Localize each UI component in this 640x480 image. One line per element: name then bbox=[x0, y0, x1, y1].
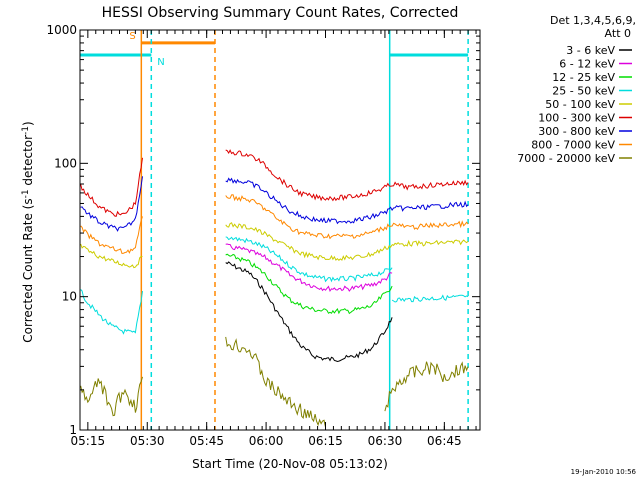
series-line bbox=[225, 261, 393, 363]
y-tick-label: 1 bbox=[69, 423, 77, 437]
axis-ticks: 05:15 05:30 05:45 06:00 06:15 06:30 06:45 1 10 10… bbox=[46, 23, 480, 448]
y-axis-label: Corrected Count Rate (s-1 detector-1) bbox=[21, 121, 35, 342]
series-line bbox=[384, 361, 469, 412]
series-line bbox=[225, 253, 393, 315]
series-line bbox=[80, 289, 143, 335]
legend-entry-label: 25 - 50 keV bbox=[552, 85, 615, 98]
x-tick-label: 05:45 bbox=[189, 434, 224, 448]
legend-entry-label: 100 - 300 keV bbox=[538, 112, 615, 125]
x-tick-label: 06:15 bbox=[308, 434, 343, 448]
x-tick-label: 05:30 bbox=[130, 434, 165, 448]
series-line bbox=[80, 157, 143, 218]
legend-entry-label: 12 - 25 keV bbox=[552, 71, 615, 84]
legend-entry-label: 3 - 6 keV bbox=[566, 44, 615, 57]
series-line bbox=[225, 336, 326, 428]
x-tick-label: 05:15 bbox=[71, 434, 106, 448]
legend-header-line-2: Att 0 bbox=[605, 27, 631, 40]
night-flag-label: N bbox=[157, 57, 164, 68]
timestamp: 19-Jan-2010 10:56 bbox=[571, 468, 637, 476]
series-line bbox=[225, 177, 469, 225]
x-tick-label: 06:45 bbox=[427, 434, 462, 448]
series-line bbox=[391, 294, 469, 303]
x-tick-label: 06:00 bbox=[249, 434, 284, 448]
legend-entry-label: 300 - 800 keV bbox=[538, 125, 615, 138]
x-axis-label: Start Time (20-Nov-08 05:13:02) bbox=[192, 457, 388, 471]
series-line bbox=[225, 222, 393, 262]
saa-flag-label: S bbox=[129, 31, 135, 42]
series-line bbox=[80, 216, 143, 255]
legend-entry-label: 800 - 7000 keV bbox=[531, 139, 615, 152]
chart-title: HESSI Observing Summary Count Rates, Cor… bbox=[102, 5, 459, 21]
series-line bbox=[225, 236, 393, 283]
series-line bbox=[80, 176, 143, 232]
plot-area: SN bbox=[80, 30, 469, 430]
series-line bbox=[391, 239, 469, 247]
legend-entry-label: 6 - 12 keV bbox=[559, 58, 615, 71]
legend-header-line-1: Det 1,3,4,5,6,9, bbox=[550, 14, 636, 27]
y-tick-label: 1000 bbox=[46, 23, 77, 37]
series-line bbox=[225, 149, 469, 202]
series-line bbox=[225, 243, 393, 292]
legend-entry-label: 50 - 100 keV bbox=[545, 98, 615, 111]
series-line bbox=[80, 243, 143, 269]
y-tick-label: 10 bbox=[62, 290, 77, 304]
series-line bbox=[80, 376, 143, 417]
legend-entry-label: 7000 - 20000 keV bbox=[517, 152, 615, 165]
series-line bbox=[225, 194, 469, 240]
plot-frame bbox=[79, 29, 481, 431]
x-tick-label: 06:30 bbox=[368, 434, 403, 448]
y-tick-label: 100 bbox=[54, 156, 77, 170]
